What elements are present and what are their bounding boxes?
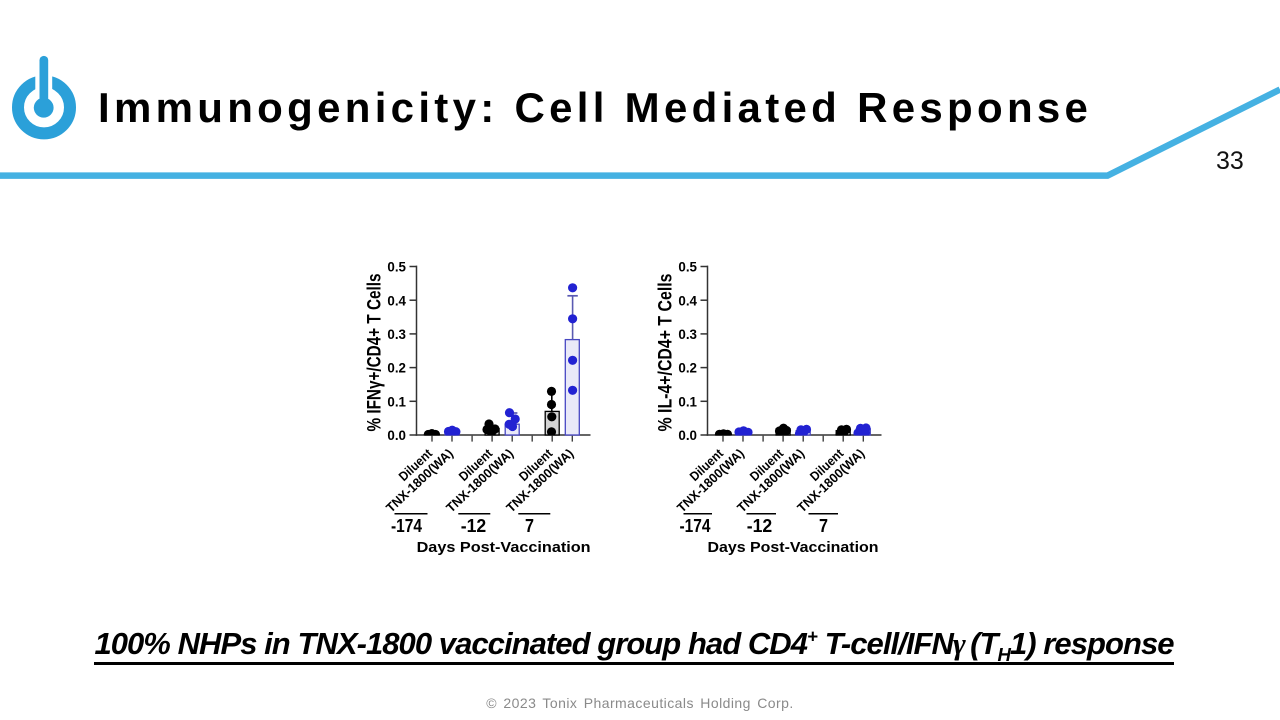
svg-text:0.5: 0.5 [678, 260, 697, 275]
svg-text:Days Post-Vaccination: Days Post-Vaccination [417, 540, 591, 556]
svg-text:0.1: 0.1 [678, 394, 697, 409]
svg-text:0.4: 0.4 [387, 293, 406, 308]
svg-text:7: 7 [819, 515, 828, 536]
svg-text:-12: -12 [747, 515, 773, 536]
svg-text:0.1: 0.1 [387, 394, 406, 409]
svg-text:0.5: 0.5 [387, 260, 406, 275]
svg-text:0.0: 0.0 [678, 428, 697, 443]
svg-text:0.2: 0.2 [678, 361, 697, 376]
svg-text:0.0: 0.0 [387, 428, 406, 443]
svg-text:-174: -174 [391, 515, 423, 536]
svg-text:Days Post-Vaccination: Days Post-Vaccination [708, 540, 879, 556]
svg-text:% IL-4+/CD4+ T Cells: % IL-4+/CD4+ T Cells [656, 274, 677, 432]
svg-text:% IFNγ+/CD4+ T Cells: % IFNγ+/CD4+ T Cells [365, 274, 386, 432]
svg-text:0.2: 0.2 [387, 361, 406, 376]
svg-text:0.3: 0.3 [678, 327, 697, 342]
svg-text:-12: -12 [461, 515, 487, 536]
svg-text:0.3: 0.3 [387, 327, 406, 342]
svg-text:7: 7 [525, 515, 534, 536]
svg-text:0.4: 0.4 [678, 293, 697, 308]
svg-text:-174: -174 [680, 515, 712, 536]
